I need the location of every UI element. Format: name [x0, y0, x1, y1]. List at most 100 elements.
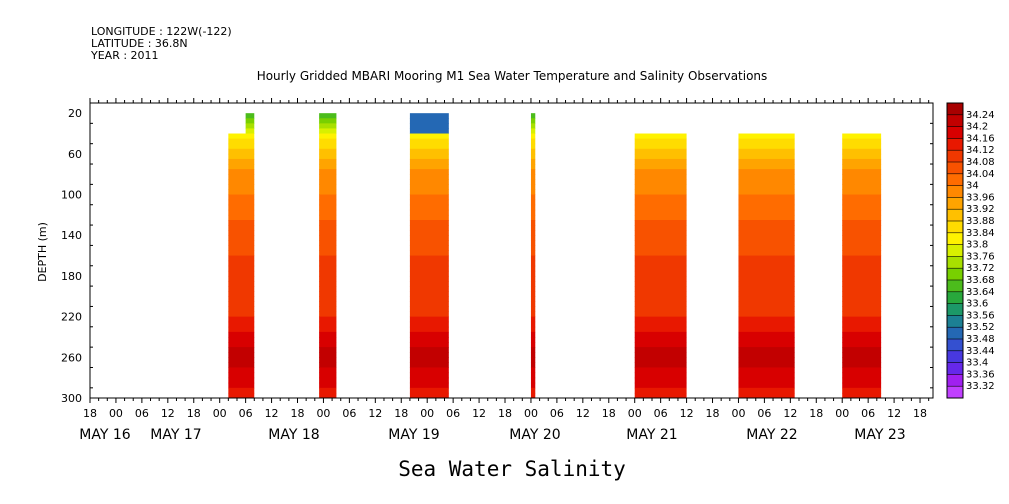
salinity-band: [319, 113, 337, 119]
salinity-band: [319, 230, 337, 236]
salinity-band: [228, 158, 255, 165]
salinity-band: [842, 219, 882, 226]
x-day-label: MAY 16: [79, 427, 130, 443]
salinity-band: [842, 372, 882, 379]
salinity-band: [409, 352, 449, 358]
x-hour-label: 00: [213, 407, 227, 420]
salinity-band: [228, 179, 255, 185]
colorbar-swatch: [947, 374, 963, 387]
salinity-band: [409, 138, 449, 145]
chart-title: Hourly Gridded MBARI Mooring M1 Sea Wate…: [257, 69, 768, 83]
salinity-band: [634, 316, 687, 323]
salinity-band: [319, 219, 337, 226]
salinity-band: [738, 219, 795, 226]
salinity-band: [319, 189, 337, 196]
salinity-band: [634, 331, 687, 338]
salinity-band: [634, 225, 687, 231]
salinity-band: [842, 321, 882, 328]
salinity-band: [409, 372, 449, 379]
salinity-band: [842, 143, 882, 150]
salinity-band: [842, 235, 882, 241]
salinity-band: [738, 204, 795, 211]
salinity-band: [738, 357, 795, 363]
salinity-band: [738, 194, 795, 201]
salinity-band: [738, 245, 795, 251]
salinity-band: [530, 326, 536, 333]
salinity-band: [634, 347, 687, 353]
colorbar-label: 33.92: [966, 204, 995, 215]
salinity-band: [842, 382, 882, 389]
salinity-band: [409, 342, 449, 348]
colorbar-swatch: [947, 315, 963, 328]
salinity-band: [319, 235, 337, 241]
colorbar-swatch: [947, 162, 963, 175]
salinity-band: [530, 301, 536, 307]
colorbar-swatch: [947, 339, 963, 352]
salinity-band: [530, 260, 536, 267]
salinity-band: [319, 275, 337, 282]
salinity-band: [228, 296, 255, 302]
colorbar-swatch: [947, 209, 963, 222]
salinity-band: [228, 133, 255, 140]
salinity-band: [530, 377, 536, 384]
salinity-band: [738, 133, 795, 140]
salinity-band: [409, 153, 449, 160]
salinity-band: [842, 392, 882, 398]
salinity-band: [634, 296, 687, 302]
salinity-band: [842, 245, 882, 251]
salinity-band: [409, 240, 449, 246]
salinity-band: [228, 148, 255, 155]
salinity-band: [738, 296, 795, 302]
salinity-band: [409, 189, 449, 196]
salinity-band: [530, 204, 536, 211]
salinity-band: [842, 316, 882, 323]
colorbar-swatch: [947, 350, 963, 363]
x-hour-label: 18: [498, 407, 512, 420]
salinity-band: [738, 255, 795, 262]
salinity-band: [738, 270, 795, 277]
colorbar-swatch: [947, 150, 963, 163]
colorbar-swatch: [947, 197, 963, 210]
salinity-band: [530, 230, 536, 236]
salinity-band: [319, 321, 337, 328]
salinity-band: [738, 189, 795, 196]
salinity-band: [228, 311, 255, 318]
salinity-band: [634, 143, 687, 150]
year-label: YEAR : 2011: [90, 49, 159, 62]
colorbar-swatch: [947, 291, 963, 304]
salinity-band: [319, 265, 337, 272]
salinity-band: [228, 326, 255, 333]
salinity-band: [530, 362, 536, 368]
salinity-band: [530, 255, 536, 262]
observation-segment: [228, 113, 255, 398]
salinity-band: [409, 270, 449, 277]
salinity-band: [409, 387, 449, 394]
salinity-band: [634, 199, 687, 206]
salinity-band: [530, 270, 536, 277]
salinity-band: [842, 296, 882, 302]
colorbar-label: 33.6: [966, 299, 988, 310]
salinity-band: [842, 357, 882, 363]
salinity-band: [409, 321, 449, 328]
salinity-band: [319, 174, 337, 180]
salinity-band: [738, 326, 795, 333]
salinity-band: [634, 174, 687, 180]
salinity-band: [409, 311, 449, 318]
salinity-band: [319, 357, 337, 363]
salinity-band: [409, 158, 449, 165]
salinity-band: [409, 148, 449, 155]
salinity-band: [228, 347, 255, 353]
x-hour-label: 18: [706, 407, 720, 420]
salinity-band: [530, 189, 536, 196]
salinity-band: [634, 382, 687, 389]
salinity-band: [319, 240, 337, 246]
salinity-band: [228, 342, 255, 348]
salinity-band: [634, 352, 687, 358]
salinity-band: [530, 194, 536, 201]
salinity-band: [319, 194, 337, 201]
x-axis: 18 00 06 12 18 00 06 12 18 00 06 12 18 00 06 12 18 00 06 12…: [79, 98, 930, 443]
salinity-band: [319, 296, 337, 302]
salinity-band: [409, 174, 449, 180]
salinity-band: [634, 250, 687, 257]
salinity-band: [842, 377, 882, 384]
